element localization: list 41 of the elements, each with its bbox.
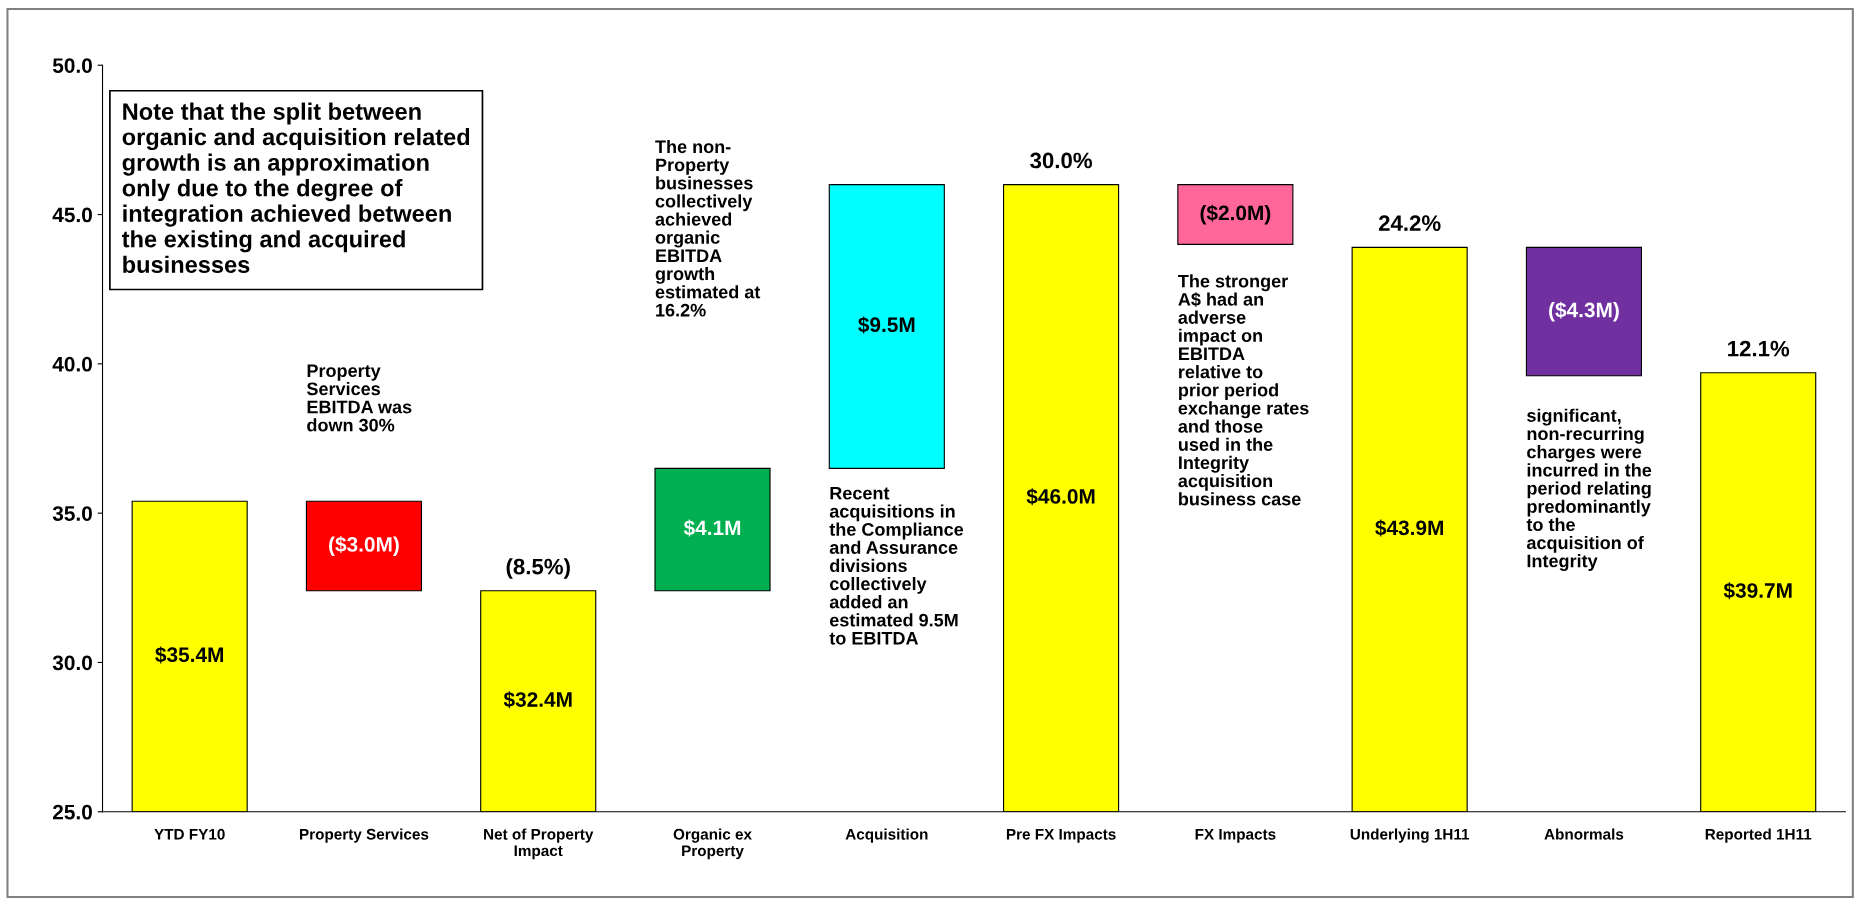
text: The stronger A$ had an adverse impact on EBITDA relative to prior period exchange rates and those used in the Integrity acquisition business case: [1178, 274, 1309, 506]
x-tick-label: Organic ex Property: [673, 828, 752, 860]
y-tick-label: 30.0: [52, 655, 92, 671]
annotation: 12.1%: [1728, 340, 1790, 357]
data-label: $32.4M: [503, 691, 572, 709]
x-tick-label: YTD FY10: [154, 828, 225, 840]
bar: [828, 184, 945, 469]
bar: [305, 500, 423, 592]
annotation: Property Services EBITDA was down 30%: [306, 364, 412, 432]
text: Recent acquisitions in the Compliance and Assurance divisions collectively added an estimated 9.5M to EBITDA: [829, 486, 964, 645]
text: The non- Property businesses collectively achieved organic EBITDA growth estimated at 16.2%: [655, 139, 761, 317]
data-label: $35.4M: [155, 646, 224, 664]
x-tick-label: Net of Property Impact: [484, 828, 594, 860]
y-tick-label: 50.0: [52, 58, 92, 73]
data-label: ($3.0M): [329, 536, 399, 556]
bar: [1525, 246, 1643, 377]
x-tick-label: Pre FX Impacts: [1006, 829, 1116, 843]
x-tick-label: Property Services: [300, 828, 429, 843]
text: significant, non-recurring charges were incurred in the period relating predominantly to the acquisition of Integrity: [1526, 408, 1652, 571]
x-tick-label: FX Impacts: [1195, 829, 1276, 843]
x-tick-label: Acquisition: [845, 828, 928, 843]
data-label: ($4.3M): [1549, 301, 1619, 322]
data-label: $39.7M: [1723, 582, 1792, 600]
x-tick-label: Underlying 1H11: [1350, 828, 1470, 843]
data-label: $43.9M: [1375, 519, 1443, 537]
y-tick-label: 35.0: [52, 506, 92, 521]
bar: [654, 467, 771, 592]
x-tick-label: Reported 1H11: [1705, 828, 1812, 843]
data-label: $4.1M: [683, 519, 741, 537]
annotation: 30.0%: [1030, 152, 1092, 169]
y-tick-label: 40.0: [52, 356, 92, 372]
annotation: (8.5%): [506, 558, 570, 579]
x-tick-label: Abnormals: [1544, 828, 1624, 840]
annotation: Note that the split between organic and acquisition related growth is an approximation only due to the degree of integration achieved between the existing and acquired businesses: [121, 102, 470, 274]
data-label: ($2.0M): [1200, 204, 1271, 225]
data-label: $9.5M: [858, 316, 915, 334]
y-tick-label: 45.0: [52, 207, 92, 223]
annotation: 24.2%: [1378, 215, 1441, 232]
data-label: $46.0M: [1026, 488, 1095, 506]
y-tick-label: 25.0: [52, 804, 92, 820]
bar: [1177, 184, 1294, 245]
